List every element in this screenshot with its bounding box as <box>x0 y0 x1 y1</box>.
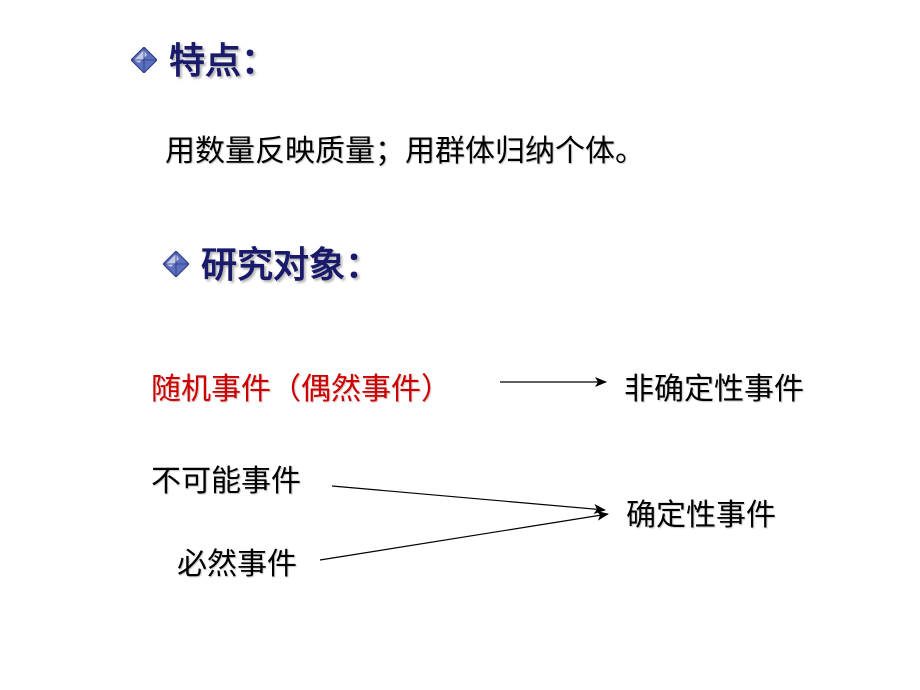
node-nondeterministic: 非确定性事件 <box>624 364 804 408</box>
diagram-arrows <box>0 0 920 690</box>
heading-research-object: 研究对象： <box>163 236 381 288</box>
heading-research-object-text: 研究对象： <box>201 236 381 288</box>
arrow-impossible-to-deterministic <box>332 486 605 510</box>
node-deterministic: 确定性事件 <box>626 490 776 534</box>
heading-characteristics: 特点： <box>131 32 277 84</box>
diamond-bullet-icon <box>131 47 157 73</box>
node-impossible: 不可能事件 <box>151 456 301 500</box>
arrow-certain-to-deterministic <box>320 514 608 560</box>
diamond-bullet-icon <box>163 251 189 277</box>
characteristics-description: 用数量反映质量；用群体归纳个体。 <box>165 126 645 170</box>
heading-characteristics-text: 特点： <box>169 32 277 84</box>
node-certain: 必然事件 <box>177 539 297 583</box>
node-random-event: 随机事件（偶然事件） <box>151 364 451 408</box>
